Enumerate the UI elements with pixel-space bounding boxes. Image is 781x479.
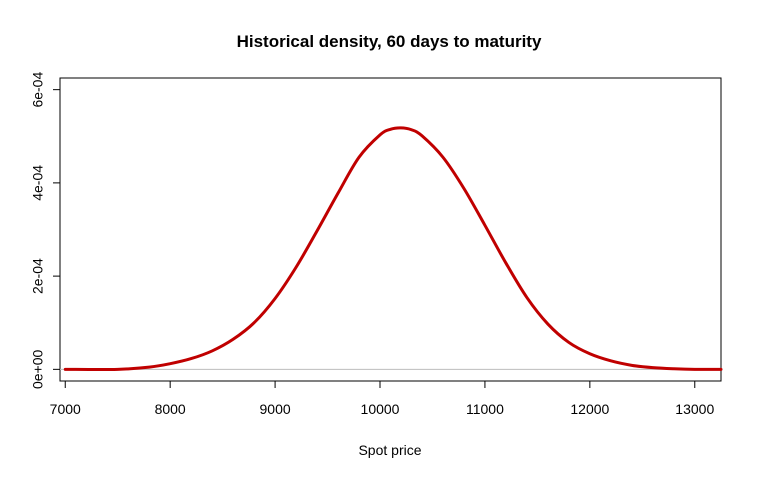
chart-title: Historical density, 60 days to maturity — [237, 32, 542, 51]
x-axis-tick-label: 10000 — [361, 401, 400, 417]
x-axis-tick-label: 12000 — [570, 401, 609, 417]
y-axis-tick-label: 2e-04 — [30, 258, 46, 294]
x-axis-tick-label: 8000 — [155, 401, 186, 417]
x-axis-label: Spot price — [358, 442, 421, 458]
x-axis-tick-label: 9000 — [260, 401, 291, 417]
x-axis-tick-label: 7000 — [50, 401, 81, 417]
y-axis: 0e+00 2e-04 4e-04 6e-04 — [30, 72, 60, 389]
y-axis-tick-label: 4e-04 — [30, 165, 46, 201]
x-axis-tick-label: 13000 — [675, 401, 714, 417]
plot-area — [59, 77, 723, 382]
x-axis-tick-label: 11000 — [466, 401, 504, 417]
plot-frame — [59, 77, 722, 382]
y-axis-tick-label: 6e-04 — [30, 72, 46, 108]
y-axis-tick-label: 0e+00 — [30, 349, 46, 389]
x-axis: 7000 8000 9000 10000 11000 12000 13000 — [50, 381, 714, 417]
density-curve — [63, 126, 723, 372]
